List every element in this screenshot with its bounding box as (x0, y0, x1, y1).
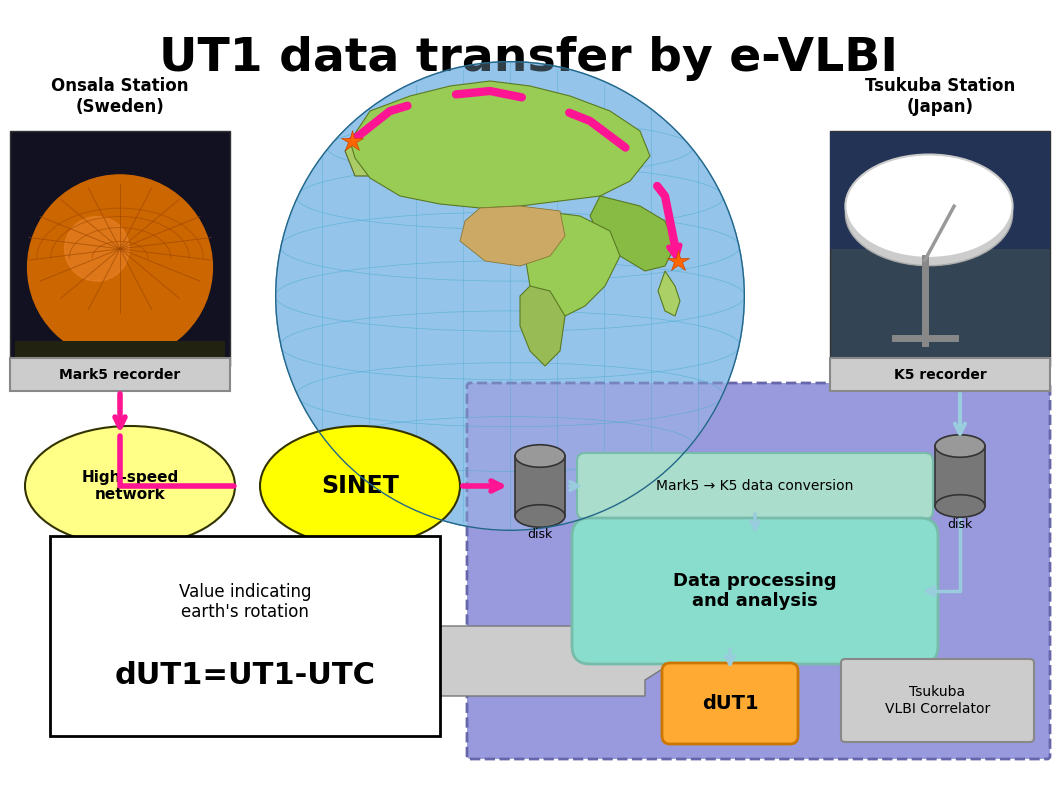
Bar (830, 131, 1050, 366)
Bar (830, 132, 1050, 249)
Text: Data processing
and analysis: Data processing and analysis (673, 571, 837, 611)
Text: High-speed
network: High-speed network (81, 470, 179, 502)
Polygon shape (345, 121, 410, 176)
Text: dUT1=UT1-UTC: dUT1=UT1-UTC (114, 662, 375, 690)
Circle shape (275, 61, 745, 531)
Polygon shape (659, 271, 680, 316)
Bar (10, 358, 230, 391)
Text: disk: disk (947, 518, 972, 531)
Text: Mark5 → K5 data conversion: Mark5 → K5 data conversion (656, 479, 854, 493)
Polygon shape (350, 81, 650, 208)
Ellipse shape (846, 162, 1013, 266)
Text: disk: disk (527, 528, 553, 541)
Circle shape (64, 216, 129, 281)
Text: dUT1: dUT1 (702, 694, 758, 713)
Bar (15, 341, 225, 361)
Bar (515, 456, 565, 516)
FancyBboxPatch shape (841, 659, 1034, 742)
Ellipse shape (260, 426, 460, 546)
Text: Value indicating
earth's rotation: Value indicating earth's rotation (179, 582, 311, 622)
Bar (50, 536, 440, 736)
Text: Onsala Station
(Sweden): Onsala Station (Sweden) (51, 77, 189, 116)
Text: Tsukuba
VLBI Correlator: Tsukuba VLBI Correlator (885, 685, 990, 715)
Polygon shape (525, 211, 620, 316)
Ellipse shape (515, 445, 565, 467)
Polygon shape (520, 286, 565, 366)
Ellipse shape (846, 155, 1013, 258)
Circle shape (275, 61, 745, 531)
Text: UT1 data transfer by e-VLBI: UT1 data transfer by e-VLBI (159, 36, 898, 81)
Polygon shape (460, 206, 565, 266)
FancyBboxPatch shape (572, 518, 938, 664)
Bar (10, 131, 230, 366)
Ellipse shape (935, 494, 985, 517)
Polygon shape (590, 196, 675, 271)
FancyBboxPatch shape (577, 453, 933, 519)
Text: Tsukuba Station
(Japan): Tsukuba Station (Japan) (865, 77, 1015, 116)
Ellipse shape (515, 505, 565, 527)
Text: SINET: SINET (321, 474, 398, 498)
Ellipse shape (25, 426, 235, 546)
Bar (830, 358, 1050, 391)
Text: Mark5 recorder: Mark5 recorder (59, 368, 181, 382)
Text: K5 recorder: K5 recorder (893, 368, 986, 382)
Ellipse shape (935, 435, 985, 457)
Circle shape (27, 175, 212, 360)
FancyBboxPatch shape (467, 383, 1050, 759)
FancyBboxPatch shape (662, 663, 798, 744)
Polygon shape (440, 626, 675, 696)
Bar (935, 446, 985, 506)
